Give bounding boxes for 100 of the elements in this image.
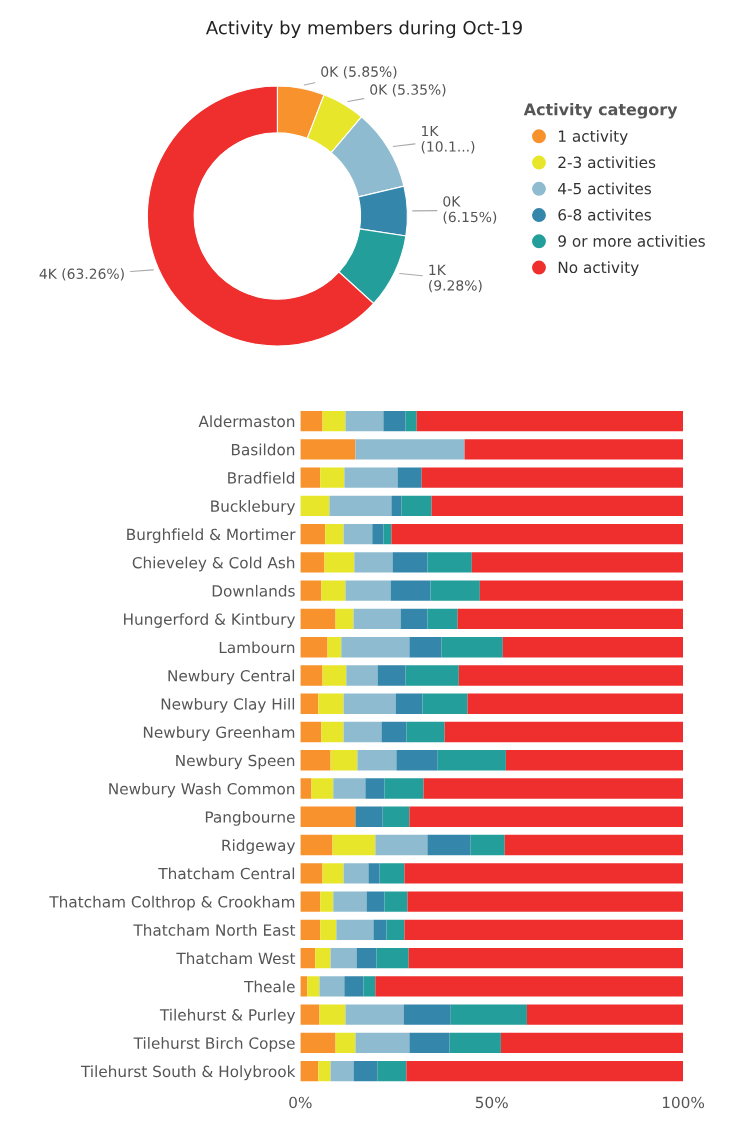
y-tick-label: Basildon [231,443,295,456]
bar [404,919,684,941]
bar [300,721,322,743]
bar [324,552,355,573]
y-tick-label: Burghfield & Mortimer [127,528,296,544]
bar [300,806,356,827]
bar [401,495,432,517]
bar [375,834,428,856]
x-tick-label: 100% [662,1096,705,1109]
bar [335,1032,356,1054]
bar [345,1004,404,1025]
bar [343,721,382,743]
bar [329,495,392,517]
legend-label: 9 or more activities [558,235,705,247]
bar [467,693,684,714]
bar [407,891,684,912]
bar [344,467,398,488]
y-tick-label: Theale [244,980,295,993]
bar [300,523,326,545]
bar [430,580,480,601]
bar [395,693,423,714]
bar [386,919,405,941]
bar [479,580,684,601]
y-tick-label: Pangbourne [205,810,295,826]
bar [409,1032,450,1054]
bar [383,410,406,432]
bar [321,721,344,743]
bar [322,665,347,686]
y-tick-label: Chieveley & Cold Ash [132,556,295,572]
x-tick-label: 50% [475,1096,508,1109]
bar [423,778,684,799]
legend-label: No activity [558,261,639,277]
bar [311,778,334,799]
bar [431,495,684,517]
bar [405,665,459,686]
bar [416,410,684,432]
bar [375,976,684,997]
bar [396,750,438,771]
bar [384,778,424,799]
bar [406,1060,684,1082]
bar [300,834,333,856]
bar [441,637,503,658]
bar [343,863,369,884]
bar [330,947,357,969]
bar [333,891,367,912]
y-tick-label: Newbury Central [168,669,295,685]
bar [409,806,684,827]
bar [300,467,321,488]
y-tick-label: Thatcham Colthrop & Crookham [49,895,295,911]
y-tick-label: Downlands [212,584,295,597]
bar [320,467,345,488]
bar [345,410,384,432]
y-tick-label: Tilehurst & Purley [159,1008,296,1024]
bar [330,1060,354,1082]
bar [500,1032,684,1054]
bar [357,750,397,771]
bar [300,637,328,658]
bar [300,439,356,460]
y-tick-label: Lambourn [219,641,295,654]
bar [382,806,410,827]
bar [450,1004,527,1025]
bar [300,410,323,432]
bar [345,580,391,601]
y-tick-label: Bradfield [228,471,295,484]
bar [470,834,505,856]
bar [437,750,506,771]
bar [391,495,402,517]
data-label: 1K (10.1...) [421,125,475,154]
bar [526,1004,684,1025]
bar [319,1004,346,1025]
bar [384,891,408,912]
y-tick-label: Thatcham Central [158,867,295,880]
bar [300,1004,320,1025]
bar [355,1032,410,1054]
bar [464,439,684,460]
legend-label: 6-8 activites [558,208,652,221]
bar [300,891,321,912]
bar [366,891,385,912]
x-tick-label: 0% [289,1096,312,1109]
legend-label: 1 activity [558,130,628,145]
bar [458,665,684,686]
bar [300,750,331,771]
bar [300,778,312,799]
y-tick-label: Bucklebury [211,500,296,515]
bar [502,637,684,658]
bar [377,1060,407,1082]
bar [300,665,323,686]
bar [355,439,465,460]
bar [408,947,684,969]
bar [327,637,342,658]
chart-title: Activity by members during Oct-19 [206,20,522,38]
bar [427,608,458,630]
bar [341,637,410,658]
bar [300,1032,336,1054]
bar [355,806,383,827]
bar [372,523,384,545]
bar [335,608,354,630]
bar [315,947,331,969]
bar [320,919,337,941]
bar [336,919,374,941]
